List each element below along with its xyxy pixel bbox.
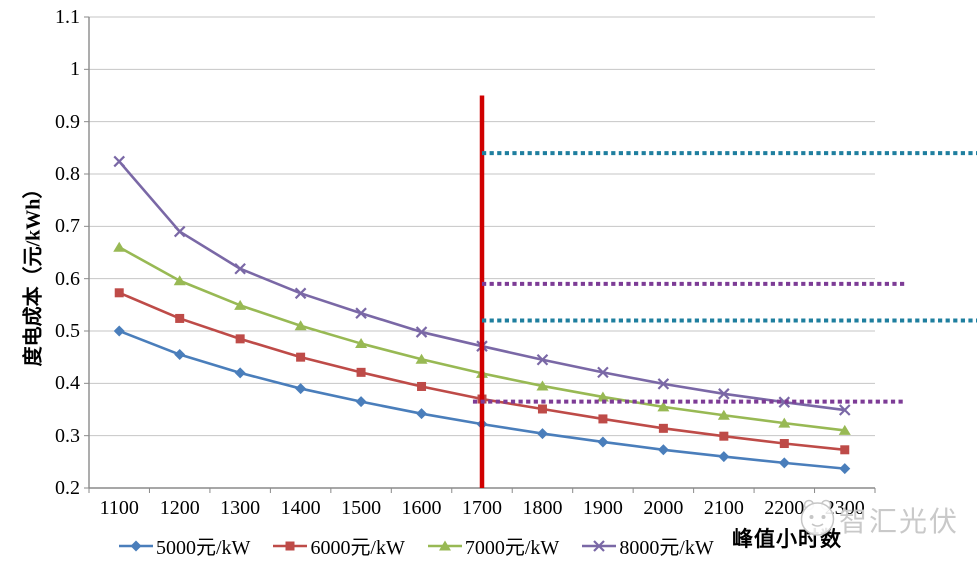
x-tick-label: 1100 xyxy=(99,497,139,519)
y-axis-title: 度电成本（元/kWh） xyxy=(22,178,45,367)
y-tick-label: 0.6 xyxy=(55,267,80,290)
x-tick-label: 1800 xyxy=(522,497,563,519)
x-tick-label: 1900 xyxy=(582,497,623,519)
x-tick-label: 1300 xyxy=(220,497,261,519)
watermark-text: 智汇光伏 xyxy=(839,507,960,538)
y-tick-label: 0.2 xyxy=(55,477,80,499)
x-tick-label: 1700 xyxy=(462,497,502,519)
y-tick-label: 1 xyxy=(70,58,80,81)
x-series-marker-icon xyxy=(582,539,617,552)
y-tick-label: 0.3 xyxy=(55,424,80,447)
watermark: 智汇光伏 xyxy=(797,497,977,543)
legend-label: 7000元/kW xyxy=(464,537,560,559)
y-tick-label: 0.8 xyxy=(55,163,80,185)
x-tick-label: 1600 xyxy=(401,497,442,519)
triangle-series-marker-icon xyxy=(427,540,462,550)
x-tick-label: 2200 xyxy=(764,497,805,519)
x-tick-label: 1400 xyxy=(280,497,321,519)
legend-label: 5000元/kW xyxy=(156,537,251,559)
legend-item-8000: 8000元/kW xyxy=(582,531,714,560)
legend-label: 6000元/kW xyxy=(310,537,405,559)
y-tick-label: 0.5 xyxy=(55,320,80,342)
chart-legend: 5000元/kW 6000元/kW 7000元/kW 8000元/kW xyxy=(119,531,714,560)
x-tick-label: 2000 xyxy=(643,497,684,519)
y-tick-label: 0.9 xyxy=(55,110,80,133)
x-tick-label: 2100 xyxy=(703,497,744,519)
square-series-marker-icon xyxy=(273,541,308,550)
y-tick-label: 0.4 xyxy=(55,372,80,395)
diamond-series-marker-icon xyxy=(119,540,153,551)
x-tick-label: 1200 xyxy=(159,497,200,519)
legend-item-6000: 6000元/kW xyxy=(273,531,405,560)
legend-item-5000: 5000元/kW xyxy=(119,531,250,560)
legend-item-7000: 7000元/kW xyxy=(427,531,560,560)
x-tick-label: 2300 xyxy=(824,497,865,519)
y-tick-label: 0.7 xyxy=(55,215,80,238)
legend-label: 8000元/kW xyxy=(619,537,714,559)
y-tick-label: 1.1 xyxy=(55,6,80,28)
watermark-logo-icon xyxy=(800,499,835,536)
x-tick-label: 1500 xyxy=(341,497,382,519)
